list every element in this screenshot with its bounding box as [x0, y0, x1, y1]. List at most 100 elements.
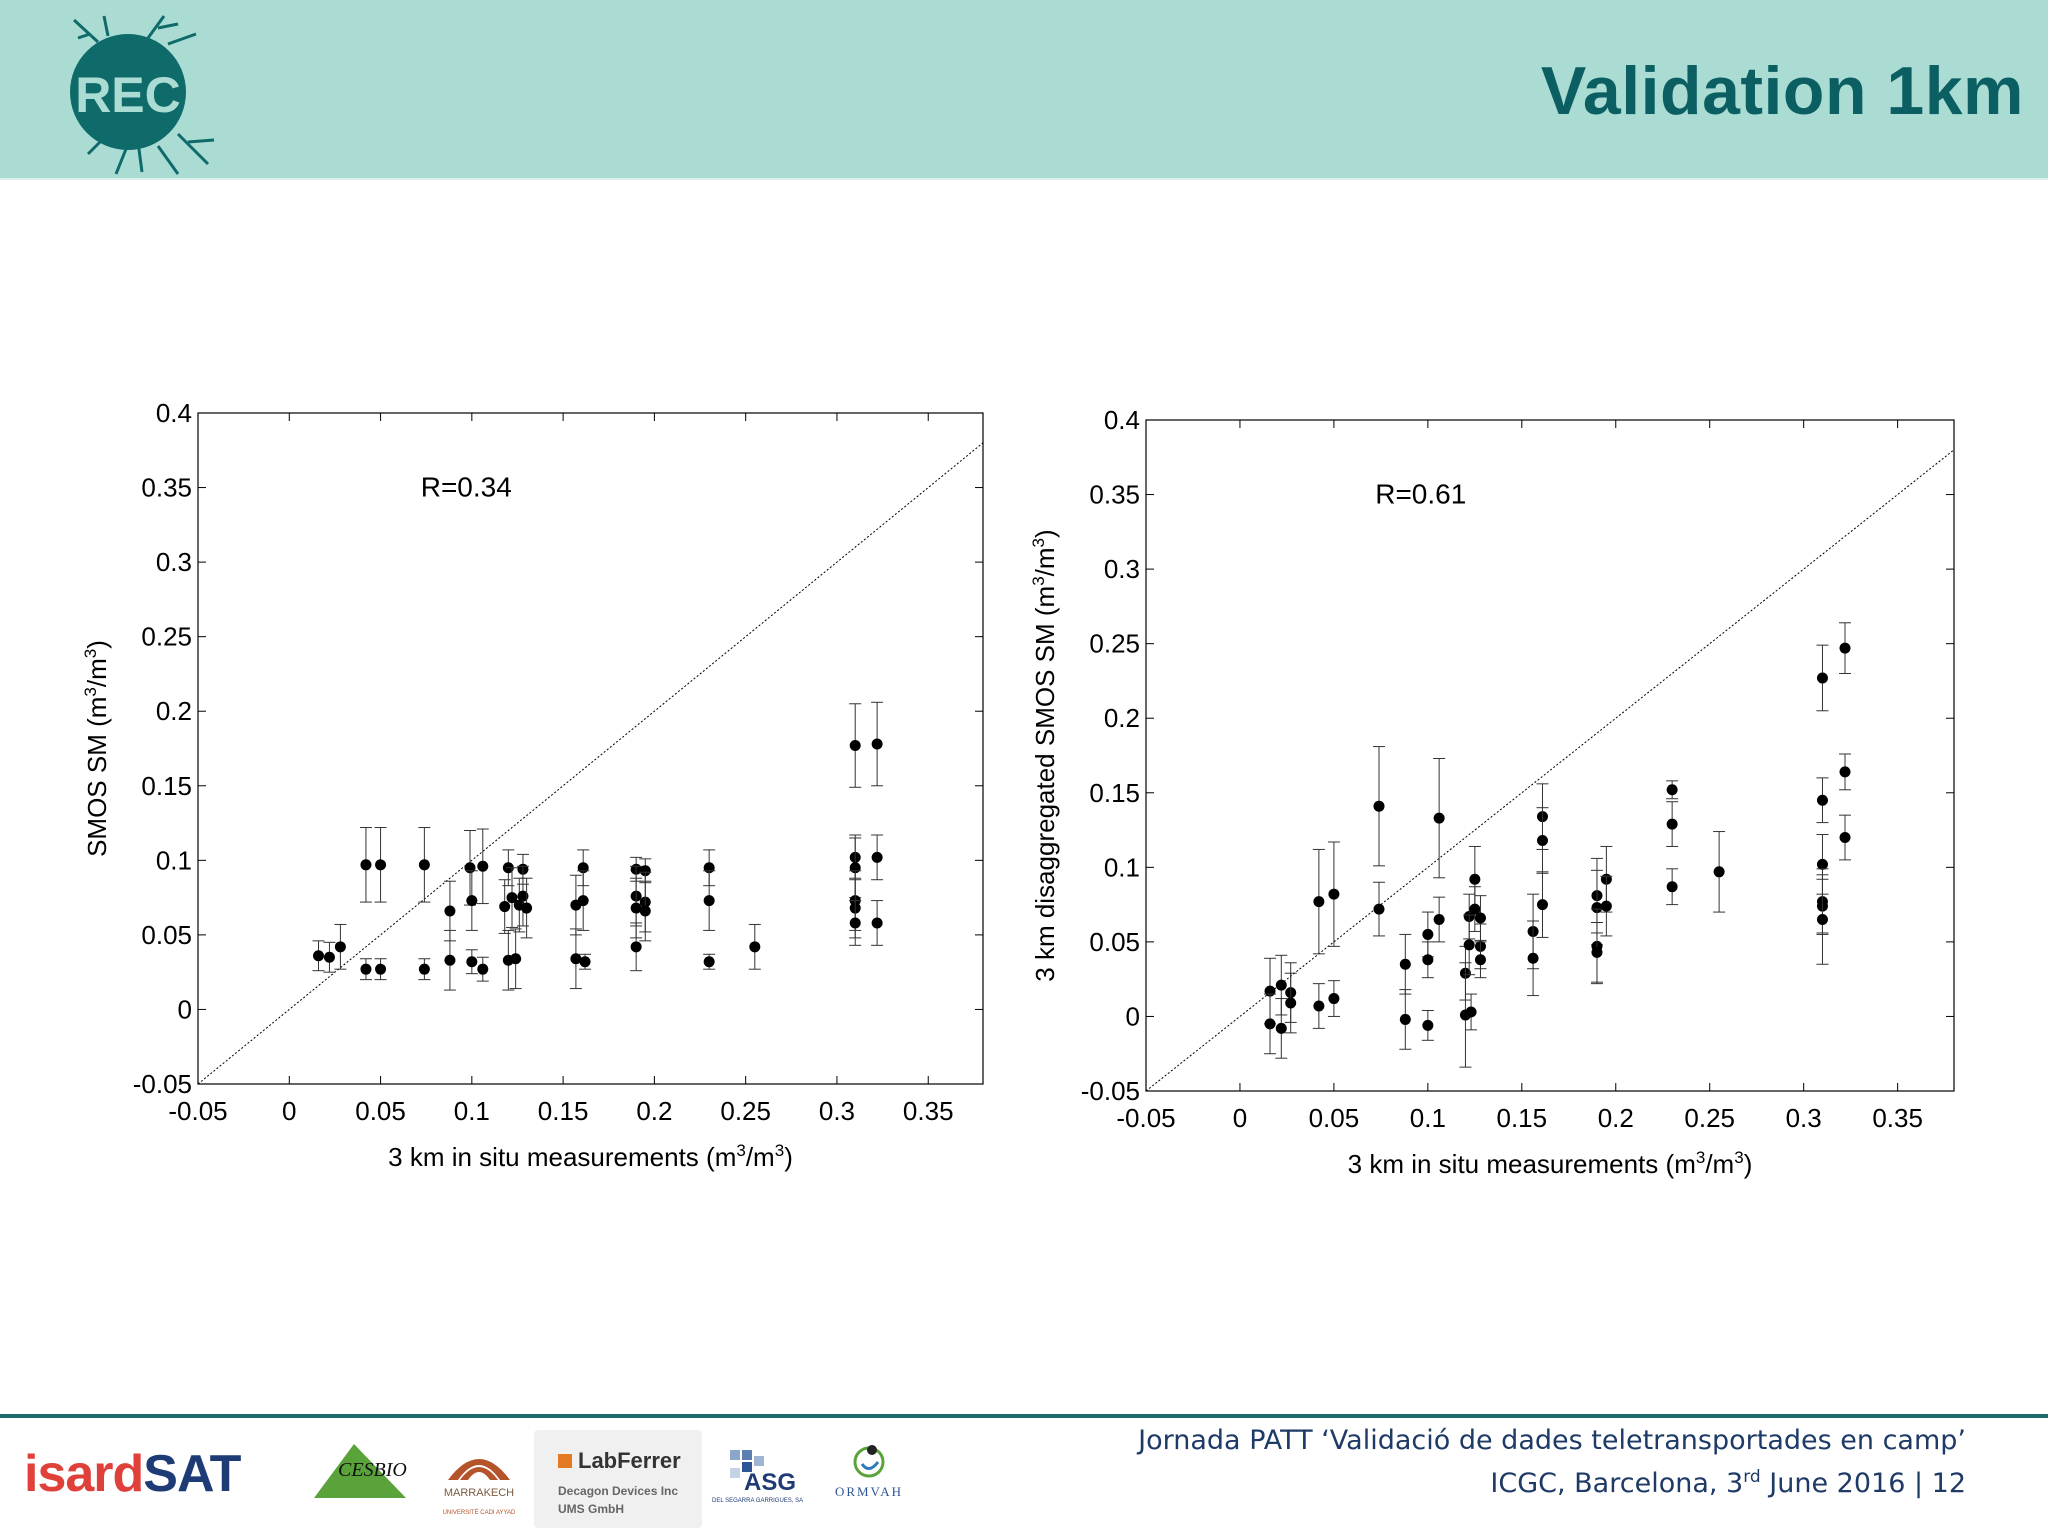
- chart2-x-axis-label-sup: 3: [1734, 1148, 1743, 1167]
- chart1-marker: [703, 895, 715, 907]
- chart1-marker: [477, 860, 489, 872]
- chart2-data-point: [1590, 922, 1603, 983]
- chart1-data-point: [579, 953, 592, 970]
- chart2-x-tick-label: 0.1: [1410, 1103, 1446, 1133]
- marrakech-arches-icon: [448, 1459, 510, 1480]
- chart2-y-tick-label: -0.05: [1081, 1076, 1140, 1106]
- chart2-data-point: [1468, 886, 1481, 932]
- chart2-marker: [1600, 900, 1612, 912]
- chart2-marker: [1816, 914, 1828, 926]
- chart2-data-point: [1399, 989, 1412, 1050]
- chart2-data-point: [1399, 933, 1412, 995]
- chart1-y-tick-label: 0.25: [141, 622, 192, 652]
- chart1-x-tick-label: 0: [282, 1096, 296, 1126]
- labferrer-sub2: UMS GmbH: [558, 1502, 624, 1516]
- chart1-y-tick-label: 0.35: [141, 473, 192, 503]
- ormvah-plant-icon: [853, 1445, 885, 1478]
- chart1-data-point: [569, 928, 582, 990]
- chart2-data-point: [1433, 757, 1446, 879]
- chart2-y-tick-label: 0.3: [1104, 554, 1140, 584]
- chart2-data-point: [1816, 644, 1829, 712]
- chart2-y-axis-label-end: ): [1030, 529, 1060, 538]
- marrakech-logo-subtext: UNIVERSITÉ CADI AYYAD: [443, 1509, 516, 1516]
- marrakech-university-logo: MARRAKECH UNIVERSITÉ CADI AYYAD: [443, 1459, 516, 1516]
- chart1-marker: [334, 941, 346, 953]
- chart1-marker: [506, 892, 518, 904]
- chart1-marker: [871, 851, 883, 863]
- chart1-marker: [579, 956, 591, 968]
- footer-ordinal: rd: [1743, 1467, 1761, 1487]
- chart2-data-point: [1536, 871, 1549, 938]
- chart2-x-tick-label: 0.15: [1497, 1103, 1548, 1133]
- chart1-x-tick-label: 0.15: [538, 1096, 589, 1126]
- footer-line-2: ICGC, Barcelona, 3rd June 2016 | 12: [1138, 1459, 1966, 1502]
- labferrer-logo-subtext: Decagon Devices Inc UMS GmbH: [558, 1482, 678, 1518]
- chart2-marker: [1275, 979, 1287, 991]
- chart1-data-point: [849, 703, 862, 788]
- chart2-marker: [1816, 672, 1828, 684]
- chart2-y-tick-label: 0.05: [1089, 927, 1140, 957]
- labferrer-logo-text: LabFerrer: [578, 1448, 681, 1473]
- chart1-data-point: [476, 828, 489, 905]
- chart2-marker: [1839, 766, 1851, 778]
- rec-logo-text: REC: [75, 67, 181, 123]
- chart1-data-point: [703, 870, 716, 931]
- chart1-marker: [375, 859, 387, 871]
- chart2-marker: [1328, 993, 1340, 1005]
- chart2-marker: [1469, 873, 1481, 885]
- chart2-x-axis-label: 3 km in situ measurements (m3/m3): [1348, 1148, 1753, 1179]
- chart1-data-point: [476, 956, 489, 982]
- chart1-marker: [639, 905, 651, 917]
- footer-caption: Jornada PATT ‘Validació de dades teletra…: [1138, 1422, 1966, 1502]
- chart2-y-tick-label: 0.1: [1104, 852, 1140, 882]
- chart1-x-axis-label-end: ): [784, 1142, 793, 1172]
- chart1-marker: [871, 738, 883, 750]
- chart1-data-point: [871, 701, 884, 787]
- chart2-data-point: [1839, 753, 1852, 791]
- chart1-marker: [577, 895, 589, 907]
- header-bar: [0, 0, 2048, 180]
- footer-divider: [0, 1414, 2048, 1418]
- chart1-y-tick-label: 0.2: [156, 696, 192, 726]
- footer-line-1: Jornada PATT ‘Validació de dades teletra…: [1138, 1425, 1966, 1456]
- ormvah-logo-text: ORMVAH: [835, 1484, 903, 1499]
- chart2-data-point: [1433, 896, 1446, 943]
- chart2-x-tick-label: 0.3: [1786, 1103, 1822, 1133]
- chart1-data-point: [334, 923, 347, 970]
- chart1-data-point: [418, 958, 431, 981]
- chart2-marker: [1474, 954, 1486, 966]
- header-divider: [0, 178, 2048, 180]
- chart1-marker: [477, 963, 489, 975]
- chart1-x-axis-label: 3 km in situ measurements (m3/m3): [388, 1141, 793, 1172]
- chart2-data-point: [1713, 831, 1726, 913]
- chart1-x-tick-label: 0.2: [636, 1096, 672, 1126]
- isardsat-logo-part2: SAT: [143, 1445, 241, 1503]
- footer-date-page: June 2016 | 12: [1760, 1468, 1966, 1499]
- chart1-y-tick-label: 0: [178, 994, 192, 1024]
- chart2-data-point: [1312, 983, 1325, 1029]
- chart2-data-point: [1284, 972, 1297, 1034]
- chart1-data-point: [465, 949, 478, 975]
- chart1-data-point: [871, 900, 884, 946]
- chart2-x-axis-label-mid: /m: [1705, 1149, 1734, 1179]
- chart2-marker: [1433, 914, 1445, 926]
- chart2-y-tick-label: 0.4: [1104, 405, 1140, 435]
- chart1-marker: [323, 951, 335, 963]
- chart1-y-tick-label: 0.3: [156, 547, 192, 577]
- chart2-marker: [1816, 858, 1828, 870]
- chart1-marker: [639, 865, 651, 877]
- ormvah-logo: ORMVAH: [835, 1445, 903, 1499]
- chart2-x-tick-label: 0.25: [1684, 1103, 1735, 1133]
- chart1-data-point: [748, 923, 761, 970]
- chart1-marker: [360, 859, 372, 871]
- chart2-marker: [1313, 896, 1325, 908]
- chart1-y-tick-label: 0.15: [141, 771, 192, 801]
- marrakech-logo-text: MARRAKECH: [444, 1487, 514, 1499]
- chart2-marker: [1373, 800, 1385, 812]
- chart1-marker: [570, 953, 582, 965]
- chart2-data-point: [1327, 841, 1340, 947]
- chart1-marker: [521, 902, 533, 914]
- chart1-data-point: [516, 865, 529, 927]
- chart1-data-point: [374, 958, 387, 981]
- asg-logo: ASG DEL SEGARRA GARRIGUES, SA: [712, 1450, 803, 1504]
